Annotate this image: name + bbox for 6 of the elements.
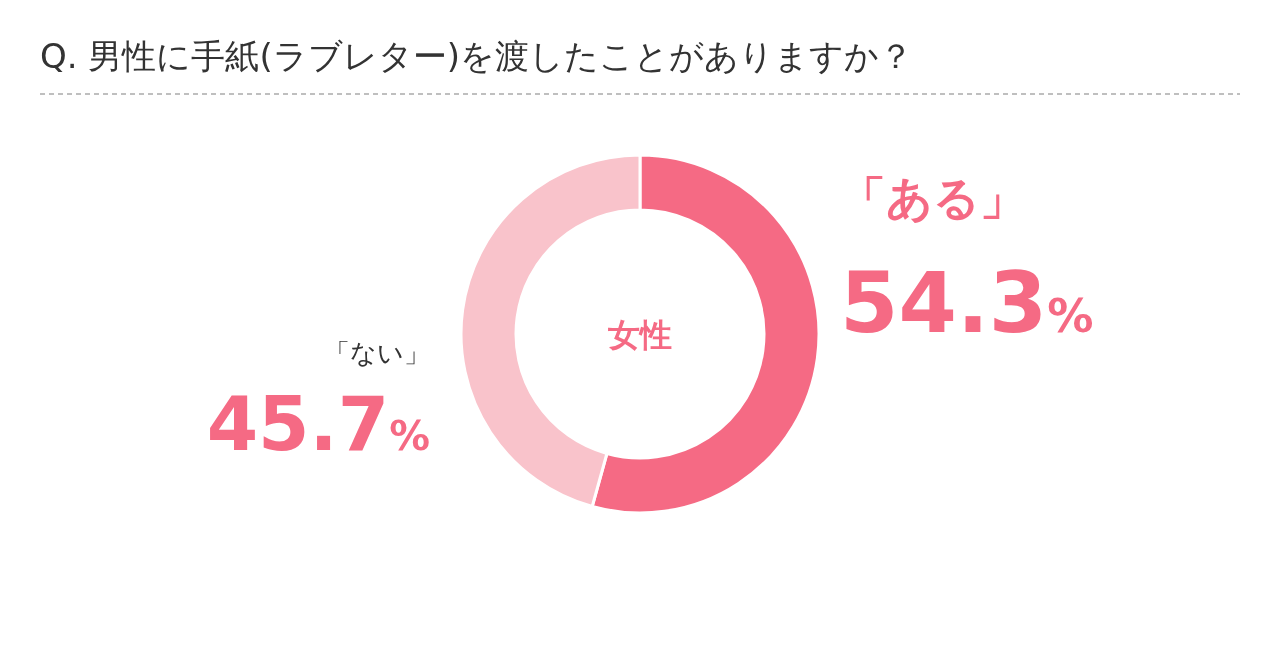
slice-label: 「ある」 — [840, 171, 1026, 225]
chart-title: Q. 男性に手紙(ラブレター)を渡したことがありますか？ — [40, 36, 913, 76]
data-label: 54.3% — [840, 254, 1094, 352]
slice-label: 「ない」 — [324, 338, 430, 368]
text: 女性 — [607, 316, 672, 354]
data-label: 45.7% — [206, 381, 430, 467]
